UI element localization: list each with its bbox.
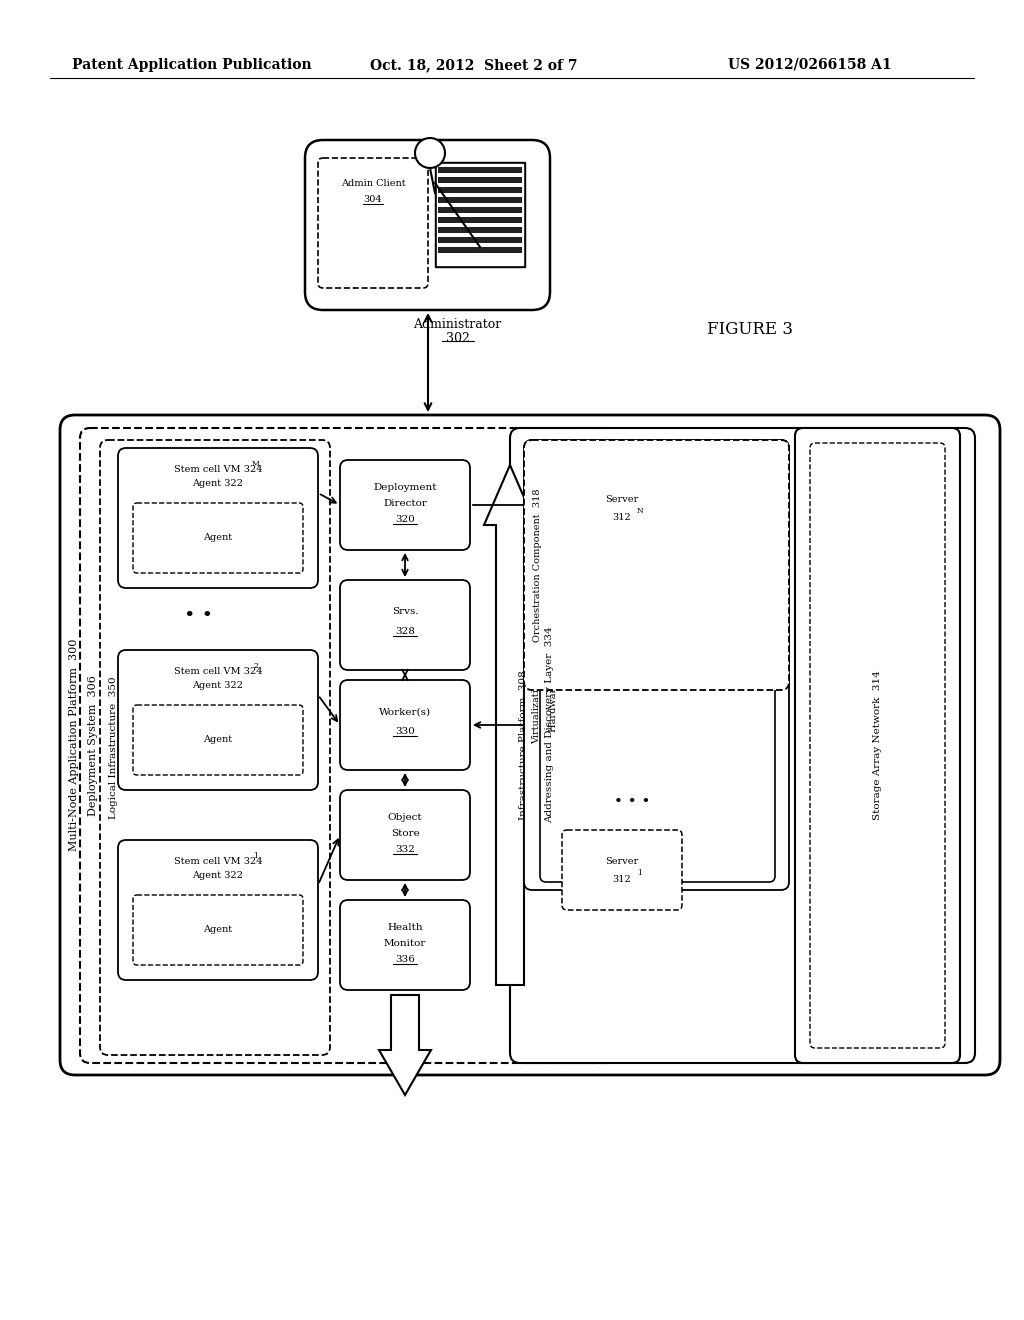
Bar — [435, 162, 525, 267]
Text: 320: 320 — [395, 516, 415, 524]
Bar — [438, 168, 522, 173]
Text: M: M — [252, 459, 260, 469]
Text: Orchestration Component  318: Orchestration Component 318 — [532, 488, 542, 642]
Text: 312: 312 — [612, 875, 632, 884]
Text: Agent: Agent — [204, 533, 232, 543]
FancyBboxPatch shape — [524, 440, 790, 690]
Text: Store: Store — [390, 829, 420, 837]
Text: Director: Director — [383, 499, 427, 507]
FancyBboxPatch shape — [118, 649, 318, 789]
Text: Hardware Resources  310: Hardware Resources 310 — [549, 602, 557, 731]
Text: Agent 322: Agent 322 — [193, 479, 244, 488]
Text: Monitor: Monitor — [384, 939, 426, 948]
Polygon shape — [379, 995, 431, 1096]
FancyBboxPatch shape — [810, 444, 945, 1048]
Text: Patent Application Publication: Patent Application Publication — [72, 58, 311, 73]
Text: Stem cell VM 324: Stem cell VM 324 — [174, 858, 262, 866]
Text: Srvs.: Srvs. — [392, 607, 419, 616]
Text: Agent 322: Agent 322 — [193, 681, 244, 690]
Text: 304: 304 — [364, 195, 382, 205]
Text: Agent: Agent — [204, 925, 232, 935]
Bar — [438, 197, 522, 203]
FancyBboxPatch shape — [524, 440, 790, 890]
Text: FIGURE 3: FIGURE 3 — [707, 322, 793, 338]
Text: 330: 330 — [395, 727, 415, 737]
Text: 312: 312 — [612, 513, 632, 523]
FancyBboxPatch shape — [133, 895, 303, 965]
Text: 2: 2 — [254, 663, 258, 671]
FancyBboxPatch shape — [510, 428, 975, 1063]
FancyBboxPatch shape — [60, 414, 1000, 1074]
Circle shape — [415, 139, 445, 168]
Text: Worker(s): Worker(s) — [379, 708, 431, 717]
FancyBboxPatch shape — [795, 428, 961, 1063]
Text: Virtualization Environment  316: Virtualization Environment 316 — [532, 586, 542, 744]
FancyBboxPatch shape — [340, 680, 470, 770]
Text: 328: 328 — [395, 627, 415, 636]
Bar — [438, 187, 522, 193]
FancyBboxPatch shape — [340, 579, 470, 671]
Bar — [438, 227, 522, 234]
Bar — [438, 238, 522, 243]
Text: Infrastructure Platform  308: Infrastructure Platform 308 — [518, 671, 527, 820]
Text: Logical Infrastructure  350: Logical Infrastructure 350 — [109, 676, 118, 818]
FancyBboxPatch shape — [118, 447, 318, 587]
Text: Admin Client: Admin Client — [341, 178, 406, 187]
Text: Health: Health — [387, 924, 423, 932]
Text: 302: 302 — [445, 331, 469, 345]
FancyBboxPatch shape — [305, 140, 550, 310]
Text: Stem cell VM 324: Stem cell VM 324 — [174, 668, 262, 676]
Bar — [438, 216, 522, 223]
Text: 1: 1 — [638, 869, 642, 876]
Text: Addressing and Discovery Layer  334: Addressing and Discovery Layer 334 — [546, 627, 555, 824]
Text: Storage Array Network  314: Storage Array Network 314 — [873, 671, 882, 820]
FancyBboxPatch shape — [133, 503, 303, 573]
Bar — [437, 164, 523, 265]
Text: 336: 336 — [395, 956, 415, 965]
Text: Multi-Node Application Platform  300: Multi-Node Application Platform 300 — [69, 639, 79, 851]
FancyBboxPatch shape — [100, 440, 330, 1055]
Text: Agent: Agent — [204, 735, 232, 744]
FancyBboxPatch shape — [133, 705, 303, 775]
Text: Server: Server — [605, 858, 639, 866]
Text: US 2012/0266158 A1: US 2012/0266158 A1 — [728, 58, 892, 73]
Text: Agent 322: Agent 322 — [193, 871, 244, 880]
Polygon shape — [484, 465, 536, 985]
Text: • • •: • • • — [613, 795, 650, 809]
Text: Stem cell VM 324: Stem cell VM 324 — [174, 466, 262, 474]
FancyBboxPatch shape — [118, 840, 318, 979]
Text: N: N — [637, 507, 643, 515]
Text: Administrator: Administrator — [414, 318, 502, 331]
Text: Oct. 18, 2012  Sheet 2 of 7: Oct. 18, 2012 Sheet 2 of 7 — [370, 58, 578, 73]
Text: Object: Object — [388, 813, 422, 822]
Text: Deployment: Deployment — [374, 483, 437, 492]
FancyBboxPatch shape — [540, 451, 775, 882]
FancyBboxPatch shape — [340, 459, 470, 550]
FancyBboxPatch shape — [340, 789, 470, 880]
FancyBboxPatch shape — [318, 158, 428, 288]
FancyBboxPatch shape — [562, 469, 682, 548]
Text: • •: • • — [183, 607, 213, 624]
FancyBboxPatch shape — [562, 830, 682, 909]
Bar — [438, 207, 522, 213]
FancyBboxPatch shape — [340, 900, 470, 990]
Bar — [438, 177, 522, 183]
Text: 332: 332 — [395, 846, 415, 854]
Text: Server: Server — [605, 495, 639, 504]
Text: Deployment System  306: Deployment System 306 — [88, 675, 98, 816]
Bar — [438, 247, 522, 253]
Text: 1: 1 — [254, 851, 258, 861]
FancyBboxPatch shape — [80, 428, 615, 1063]
